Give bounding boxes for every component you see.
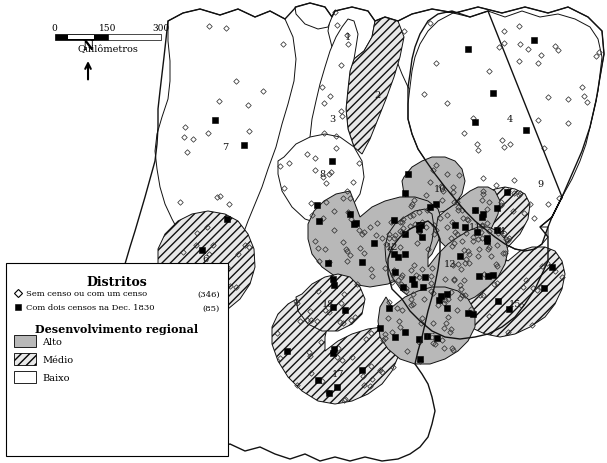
Bar <box>6 264 228 456</box>
Text: 4: 4 <box>507 115 513 124</box>
Text: 16: 16 <box>424 333 436 342</box>
Polygon shape <box>448 247 565 337</box>
Polygon shape <box>295 4 332 30</box>
Text: 1: 1 <box>345 33 351 43</box>
Polygon shape <box>402 158 465 214</box>
Text: 300: 300 <box>152 24 169 33</box>
Polygon shape <box>272 294 398 404</box>
Polygon shape <box>278 135 364 225</box>
Text: Alto: Alto <box>42 337 62 346</box>
Text: 5: 5 <box>169 283 175 292</box>
Text: 8: 8 <box>319 170 325 179</box>
Text: (85): (85) <box>202 304 220 312</box>
Polygon shape <box>442 188 530 257</box>
Text: 10: 10 <box>434 185 446 194</box>
Bar <box>14 336 36 348</box>
Text: 150: 150 <box>99 24 117 33</box>
Text: 11: 11 <box>469 223 481 232</box>
Polygon shape <box>394 8 604 227</box>
Polygon shape <box>408 12 602 251</box>
Text: 7: 7 <box>222 143 228 152</box>
Text: 17: 17 <box>332 369 344 379</box>
Text: 9: 9 <box>537 180 543 189</box>
Bar <box>107 35 161 41</box>
Bar <box>14 354 36 366</box>
Polygon shape <box>308 192 442 288</box>
Polygon shape <box>150 268 195 304</box>
Text: Quilômetros: Quilômetros <box>77 45 138 54</box>
Text: 14: 14 <box>493 227 506 236</box>
Polygon shape <box>310 20 358 185</box>
Text: Distritos: Distritos <box>86 276 148 289</box>
Polygon shape <box>436 188 500 251</box>
Polygon shape <box>158 212 255 314</box>
Text: Desenvolvimento regional: Desenvolvimento regional <box>35 324 198 335</box>
Text: 15: 15 <box>509 300 521 309</box>
Polygon shape <box>385 210 508 307</box>
Text: 18: 18 <box>322 300 334 309</box>
Polygon shape <box>346 18 404 155</box>
Text: N: N <box>83 40 93 53</box>
Text: (346): (346) <box>197 290 220 298</box>
Polygon shape <box>155 10 296 269</box>
Text: 13: 13 <box>444 260 456 269</box>
Text: Com dois censos na Dec. 1830: Com dois censos na Dec. 1830 <box>26 304 155 312</box>
Text: 2: 2 <box>375 90 381 99</box>
Text: 12: 12 <box>386 243 398 252</box>
Polygon shape <box>328 8 375 60</box>
Text: Sem censo ou com um censo: Sem censo ou com um censo <box>26 290 147 298</box>
Text: Baixo: Baixo <box>42 373 70 382</box>
Polygon shape <box>378 288 475 364</box>
Text: Médio: Médio <box>42 355 73 364</box>
Text: 6: 6 <box>202 255 208 264</box>
Polygon shape <box>296 275 365 332</box>
Bar <box>68 36 95 39</box>
Text: 0: 0 <box>52 24 58 33</box>
Text: 3: 3 <box>329 115 335 124</box>
Bar <box>55 35 107 41</box>
Bar <box>14 372 36 384</box>
